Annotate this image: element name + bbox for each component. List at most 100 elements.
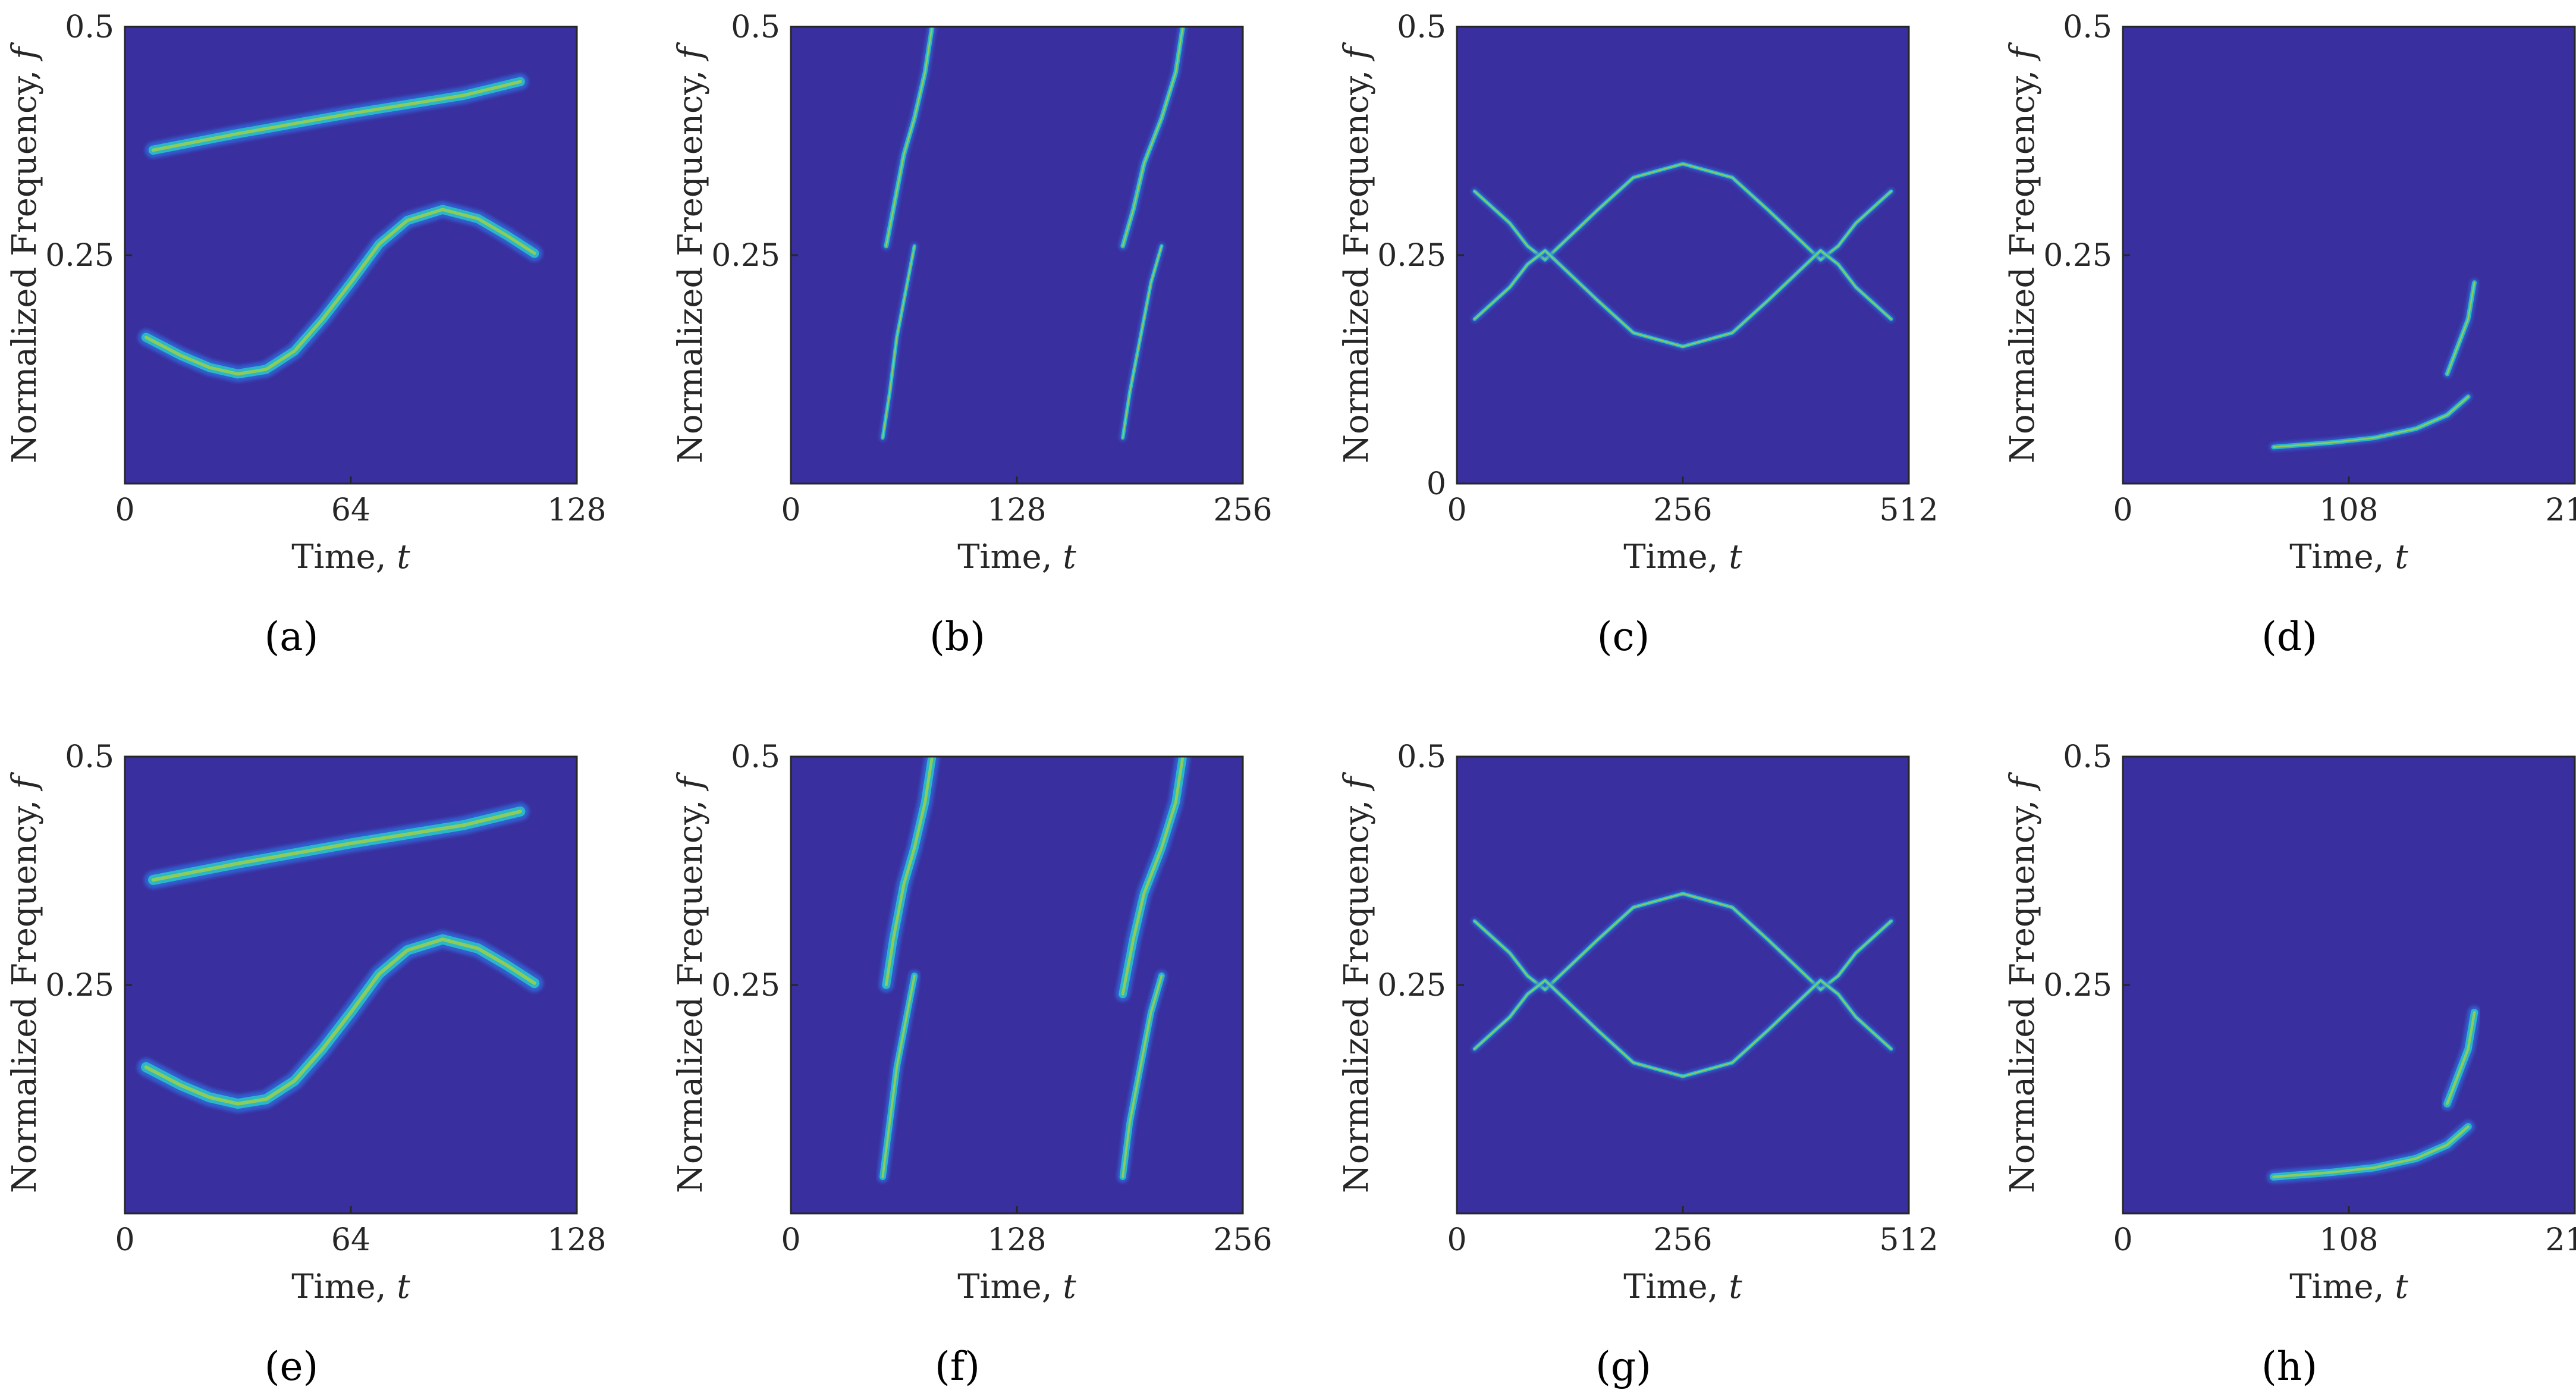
y-tick-label: 0.5 bbox=[65, 739, 114, 775]
x-tick-label: 0 bbox=[781, 492, 800, 528]
x-axis-label: Time, t bbox=[2289, 538, 2408, 576]
y-tick-label: 0.25 bbox=[1377, 238, 1446, 274]
y-axis-label-text: Normalized Frequency, bbox=[2003, 59, 2042, 463]
panel-caption: (b) bbox=[929, 614, 985, 660]
ridge-2-core bbox=[1474, 980, 1892, 1077]
y-axis-label-text: Normalized Frequency, bbox=[1337, 59, 1376, 463]
y-axis-label: Normalized Frequency, f bbox=[1337, 42, 1376, 463]
x-tick-label: 216 bbox=[2545, 492, 2576, 528]
panel-caption: (h) bbox=[2261, 1344, 2317, 1389]
x-tick-label: 64 bbox=[331, 492, 370, 528]
y-axis-variable: f bbox=[1337, 771, 1376, 792]
x-tick-label: 512 bbox=[1879, 1222, 1938, 1258]
x-axis-label-text: Time, bbox=[2289, 1268, 2395, 1306]
y-axis-label: Normalized Frequency, f bbox=[2003, 771, 2042, 1193]
y-tick-label: 0.25 bbox=[45, 238, 114, 274]
panel-caption: (a) bbox=[265, 614, 319, 660]
x-axis-label-text: Time, bbox=[2289, 538, 2395, 576]
ridge-1-core bbox=[151, 810, 522, 882]
x-tick-label: 108 bbox=[2319, 492, 2378, 528]
x-tick-label: 64 bbox=[331, 1222, 370, 1258]
x-axis-label-text: Time, bbox=[291, 538, 397, 576]
ridge-2-core bbox=[2446, 1011, 2476, 1105]
heatmap-background bbox=[791, 27, 1243, 484]
panel-b: 0 128 256 0.25 0.5 Time, t Normalized Frequenc… bbox=[671, 10, 1273, 660]
x-axis-variable: t bbox=[1729, 538, 1742, 576]
x-tick-label: 0 bbox=[1447, 1222, 1466, 1258]
panel-a: 0 64 128 0.25 0.5 Time, t Normalized Frequency… bbox=[5, 10, 607, 660]
y-tick-label: 0.25 bbox=[1377, 968, 1446, 1003]
x-tick-label: 108 bbox=[2319, 1222, 2378, 1258]
x-tick-label: 128 bbox=[987, 1222, 1046, 1258]
x-axis-label-text: Time, bbox=[291, 1268, 397, 1306]
y-tick-label: 0.5 bbox=[1397, 10, 1446, 45]
y-axis-variable: f bbox=[5, 42, 44, 62]
y-tick-label: 0.25 bbox=[45, 968, 114, 1003]
ridge-2-core bbox=[144, 208, 536, 376]
heatmap-background bbox=[125, 27, 577, 484]
x-tick-label: 128 bbox=[987, 492, 1046, 528]
y-axis-label-text: Normalized Frequency, bbox=[1337, 789, 1376, 1193]
panel-f: 0 128 256 0.25 0.5 Time, t Normalized Frequenc… bbox=[671, 739, 1273, 1389]
heatmap-background bbox=[1457, 27, 1909, 484]
y-axis-variable: f bbox=[1337, 42, 1376, 62]
y-tick-label: 0.5 bbox=[731, 10, 780, 45]
x-axis-label: Time, t bbox=[2289, 1268, 2408, 1306]
x-tick-label: 0 bbox=[115, 1222, 134, 1258]
y-axis-variable: f bbox=[2003, 42, 2042, 62]
x-axis-variable: t bbox=[2395, 538, 2408, 576]
y-axis-variable: f bbox=[2003, 771, 2042, 792]
x-axis-label: Time, t bbox=[1623, 538, 1742, 576]
x-axis-label: Time, t bbox=[957, 1268, 1076, 1306]
x-axis-label-text: Time, bbox=[957, 1268, 1063, 1306]
ridge-4-core bbox=[1121, 974, 1163, 1178]
panel-c: 0 256 512 0 0.25 0.5 Time, t Normalized Frequen… bbox=[1337, 10, 1939, 660]
ridge-3-core bbox=[881, 974, 916, 1178]
x-axis-variable: t bbox=[2395, 1268, 2408, 1306]
ridge-1-core bbox=[1474, 163, 1892, 261]
y-axis-label-text: Normalized Frequency, bbox=[671, 789, 710, 1193]
ridge-1-core bbox=[885, 27, 933, 247]
y-axis-label-text: Normalized Frequency, bbox=[671, 59, 710, 463]
panel-caption: (d) bbox=[2261, 614, 2317, 660]
x-tick-label: 128 bbox=[547, 492, 606, 528]
x-axis-variable: t bbox=[397, 538, 410, 576]
y-tick-label: 0.5 bbox=[2063, 739, 2112, 775]
x-axis-variable: t bbox=[1063, 1268, 1076, 1306]
x-axis-variable: t bbox=[397, 1268, 410, 1306]
x-axis-label: Time, t bbox=[1623, 1268, 1742, 1306]
y-tick-label: 0.5 bbox=[1397, 739, 1446, 775]
x-axis-label-text: Time, bbox=[1623, 1268, 1729, 1306]
panel-g: 0 256 512 0.25 0.5 Time, t Normalized Frequenc… bbox=[1337, 739, 1939, 1389]
y-axis-variable: f bbox=[671, 771, 710, 792]
ridge-1-core bbox=[1474, 893, 1892, 990]
x-axis-label: Time, t bbox=[291, 538, 410, 576]
panel-caption: (f) bbox=[935, 1344, 980, 1389]
ridge-2-core bbox=[1121, 757, 1185, 996]
ridge-2-core bbox=[1121, 27, 1184, 247]
ridge-3-core bbox=[882, 245, 915, 439]
y-tick-label: 0.5 bbox=[65, 10, 114, 45]
y-axis-variable: f bbox=[5, 771, 44, 792]
ridge-1-core bbox=[2272, 1125, 2470, 1178]
ridge-2-core bbox=[144, 937, 536, 1106]
heatmap-background bbox=[2123, 757, 2575, 1213]
y-axis-label-text: Normalized Frequency, bbox=[2003, 789, 2042, 1193]
y-axis-label: Normalized Frequency, f bbox=[671, 42, 710, 463]
y-axis-label-text: Normalized Frequency, bbox=[5, 789, 44, 1193]
ridge-2-core bbox=[2446, 281, 2476, 375]
ridge-1-core bbox=[151, 80, 522, 152]
x-tick-label: 0 bbox=[2113, 1222, 2132, 1258]
panel-caption: (e) bbox=[265, 1344, 319, 1389]
x-axis-variable: t bbox=[1063, 538, 1076, 576]
x-tick-label: 0 bbox=[2113, 492, 2132, 528]
panel-d: 0 108 216 0.25 0.5 Time, t Normalized Frequenc… bbox=[2003, 10, 2576, 660]
x-tick-label: 128 bbox=[547, 1222, 606, 1258]
x-tick-label: 256 bbox=[1653, 1222, 1712, 1258]
heatmap-background bbox=[125, 757, 577, 1213]
heatmap-background bbox=[2123, 27, 2575, 484]
y-axis-label: Normalized Frequency, f bbox=[2003, 42, 2042, 463]
x-tick-label: 256 bbox=[1653, 492, 1712, 528]
y-tick-label: 0.5 bbox=[731, 739, 780, 775]
